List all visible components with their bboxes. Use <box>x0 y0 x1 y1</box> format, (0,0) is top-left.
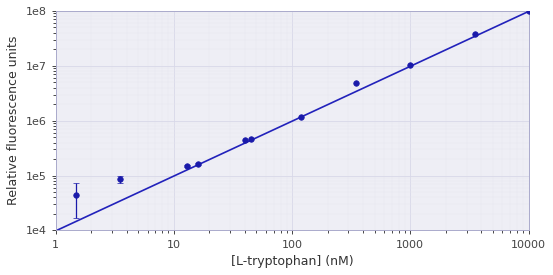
X-axis label: [L-tryptophan] (nM): [L-tryptophan] (nM) <box>231 255 353 268</box>
Y-axis label: Relative fluorescence units: Relative fluorescence units <box>7 36 20 205</box>
